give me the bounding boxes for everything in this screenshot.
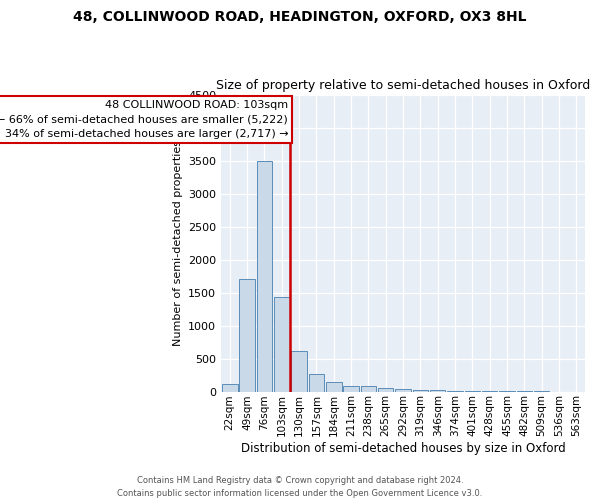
Bar — [361, 386, 376, 392]
Text: 48, COLLINWOOD ROAD, HEADINGTON, OXFORD, OX3 8HL: 48, COLLINWOOD ROAD, HEADINGTON, OXFORD,… — [73, 10, 527, 24]
Bar — [239, 280, 255, 392]
Bar — [257, 160, 272, 392]
Bar — [222, 384, 238, 392]
Title: Size of property relative to semi-detached houses in Oxford: Size of property relative to semi-detach… — [216, 79, 590, 92]
Bar — [430, 390, 445, 392]
Bar — [378, 388, 394, 392]
Text: 48 COLLINWOOD ROAD: 103sqm
← 66% of semi-detached houses are smaller (5,222)
34%: 48 COLLINWOOD ROAD: 103sqm ← 66% of semi… — [0, 100, 288, 140]
Bar — [326, 382, 341, 392]
Y-axis label: Number of semi-detached properties: Number of semi-detached properties — [173, 140, 182, 346]
X-axis label: Distribution of semi-detached houses by size in Oxford: Distribution of semi-detached houses by … — [241, 442, 565, 455]
Bar — [343, 386, 359, 392]
Bar — [274, 296, 290, 392]
Bar — [413, 390, 428, 392]
Bar — [395, 389, 411, 392]
Bar — [447, 391, 463, 392]
Text: Contains HM Land Registry data © Crown copyright and database right 2024.
Contai: Contains HM Land Registry data © Crown c… — [118, 476, 482, 498]
Bar — [308, 374, 324, 392]
Bar — [291, 350, 307, 392]
